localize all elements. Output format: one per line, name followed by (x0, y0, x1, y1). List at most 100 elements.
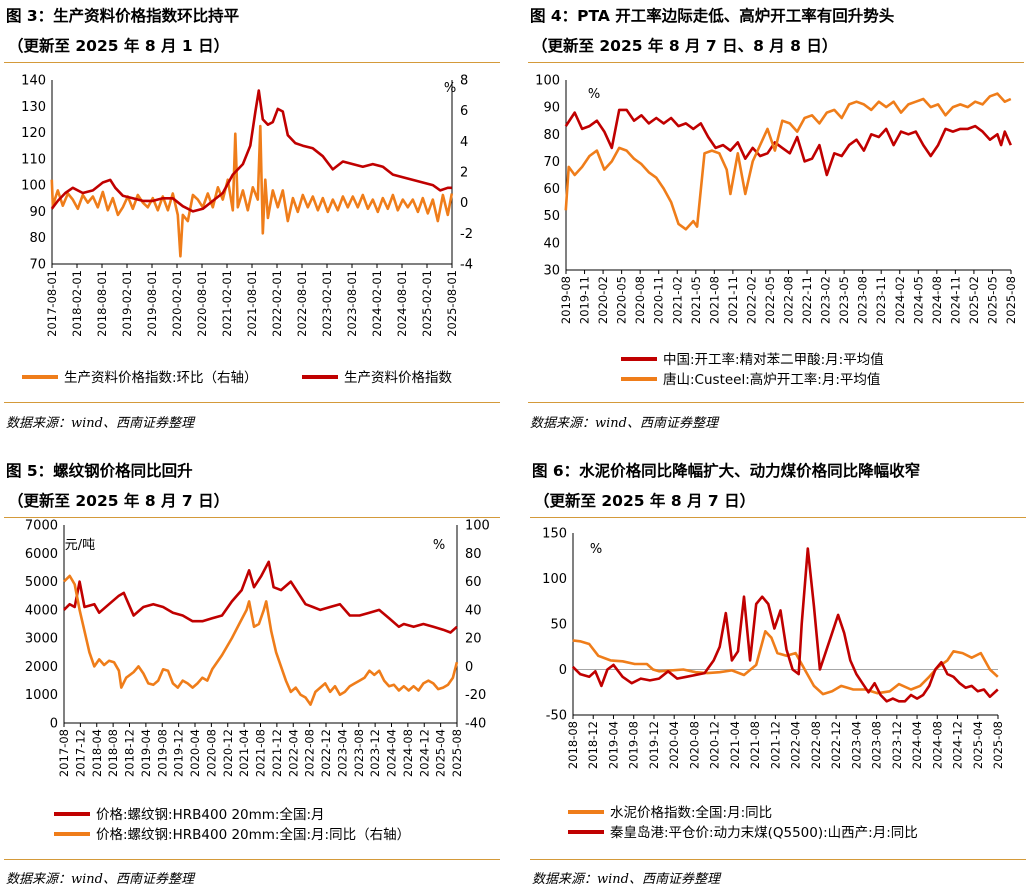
x-tick-label: 2020-08 (687, 721, 701, 769)
x-tick-label: 2019-04 (139, 729, 153, 777)
x-tick-label: 2022-08 (303, 729, 317, 777)
y-tick-label: 50 (550, 618, 567, 633)
x-tick-label: 2019-04 (606, 721, 620, 769)
x-tick-label: 2022-04 (286, 729, 300, 777)
x-tick-label: 2024-11 (948, 276, 962, 324)
x-tick-label: 2025-04 (971, 721, 985, 769)
y2-tick-label: 60 (465, 575, 482, 590)
x-tick-label: 2021-02-01 (220, 270, 234, 337)
chart-panel-4: 图 6：水泥价格同比降幅扩大、动力煤价格同比降幅收窄 （更新至 2025 年 8… (528, 455, 1028, 895)
chart-title: 图 3：生产资料价格指数环比持平 (6, 7, 240, 25)
x-tick-label: 2019-08-01 (145, 270, 159, 337)
y-tick-label: 7000 (25, 519, 58, 534)
source-note: 数据来源：wind、西南证券整理 (530, 416, 718, 431)
y-tick-label: 70 (29, 258, 46, 273)
chart-title: 图 5：螺纹钢价格同比回升 (6, 462, 193, 480)
y-tick-label: 1000 (25, 688, 58, 703)
x-tick-label: 2020-04 (667, 721, 681, 769)
chart-subtitle: （更新至 2025 年 8 月 7 日） (8, 492, 230, 510)
chart-plot: 140 130 120 110 100 90 80 70 8 6 4 2 0 -2 -4% 2017-08-0… (21, 74, 473, 387)
legend-label: 价格:螺纹钢:HRB400 20mm:全国:月:同比（右轴） (96, 826, 410, 843)
y-tick-label: -50 (546, 709, 567, 724)
y-tick-label: 130 (21, 100, 46, 115)
x-tick-label: 2020-12 (708, 721, 722, 769)
x-tick-label: 2023-05 (837, 276, 851, 324)
y-tick-label: 120 (21, 126, 46, 141)
y-tick-label: 50 (543, 209, 560, 224)
legend-label: 价格:螺纹钢:HRB400 20mm:全国:月 (96, 806, 325, 823)
x-tick-label: 2025-08-01 (445, 270, 459, 337)
divider-bottom (528, 402, 1024, 403)
x-tick-label: 2019-08 (155, 729, 169, 777)
y2-tick-label: -20 (465, 688, 486, 703)
x-tick-label: 2022-08 (782, 276, 796, 324)
x-tick-label: 2019-08 (627, 721, 641, 769)
x-tick-label: 2017-08 (57, 729, 71, 777)
chart-title: 图 6：水泥价格同比降幅扩大、动力煤价格同比降幅收窄 (532, 462, 921, 480)
legend-label: 秦皇岛港:平仓价:动力末煤(Q5500):山西产:月:同比 (610, 825, 918, 841)
x-tick-label: 2023-08 (870, 721, 884, 769)
x-tick-label: 2020-11 (652, 276, 666, 324)
y-tick-label: 140 (21, 74, 46, 89)
source-note: 数据来源：wind、西南证券整理 (6, 416, 194, 431)
x-tick-label: 2020-08 (204, 729, 218, 777)
x-tick-label: 2024-02-01 (370, 270, 384, 337)
divider-bottom (4, 859, 500, 860)
y2-tick-label: 0 (460, 196, 468, 211)
x-tick-label: 2020-02-01 (170, 270, 184, 337)
x-tick-label: 2024-08 (401, 729, 415, 777)
y-tick-label: 60 (543, 182, 560, 197)
x-tick-label: 2025-08 (1004, 276, 1018, 324)
y2-unit-label: % (433, 538, 445, 553)
x-tick-label: 2021-08-01 (245, 270, 259, 337)
y-tick-label: 5000 (25, 575, 58, 590)
x-tick-label: 2023-02 (819, 276, 833, 324)
y2-tick-label: 4 (460, 135, 468, 150)
y-tick-label: 40 (543, 236, 560, 251)
x-tick-label: 2024-04 (910, 721, 924, 769)
legend-label: 水泥价格指数:全国:月:同比 (610, 804, 772, 821)
x-tick-label: 2025-02 (967, 276, 981, 324)
chart-panel-1: 图 3：生产资料价格指数环比持平 （更新至 2025 年 8 月 1 日） 14… (2, 0, 502, 440)
x-tick-label: 2023-11 (874, 276, 888, 324)
series-line-2 (50, 89, 452, 213)
x-tick-label: 2023-12 (368, 729, 382, 777)
x-tick-label: 2018-04 (90, 729, 104, 777)
divider-bottom (530, 859, 1026, 860)
y-tick-label: 90 (543, 101, 560, 116)
source-note: 数据来源：wind、西南证券整理 (532, 872, 720, 887)
x-tick-label: 2023-04 (849, 721, 863, 769)
legend-label: 生产资料价格指数 (344, 370, 452, 386)
series-line-2 (571, 547, 999, 703)
y2-tick-label: -4 (460, 258, 473, 273)
x-tick-label: 2021-12 (768, 721, 782, 769)
y-tick-label: 100 (542, 572, 567, 587)
legend-label: 中国:开工率:精对苯二甲酸:月:平均值 (663, 351, 884, 368)
x-tick-label: 2024-12 (951, 721, 965, 769)
y-unit-label: % (588, 87, 600, 102)
x-tick-label: 2023-12 (890, 721, 904, 769)
chart-title: 图 4：PTA 开工率边际走低、高炉开工率有回升势头 (530, 7, 895, 25)
y2-unit-label: % (444, 81, 456, 96)
y-tick-label: 3000 (25, 632, 58, 647)
y-tick-label: 2000 (25, 660, 58, 675)
x-tick-label: 2022-05 (763, 276, 777, 324)
x-tick-label: 2017-12 (73, 729, 87, 777)
series-line-1 (50, 124, 454, 258)
x-tick-label: 2024-08-01 (395, 270, 409, 337)
y-tick-label: 150 (542, 527, 567, 542)
y2-tick-label: -40 (465, 717, 486, 732)
series-line-1 (62, 560, 458, 634)
y2-tick-label: 8 (460, 74, 468, 89)
x-tick-label: 2022-02 (744, 276, 758, 324)
y2-tick-label: 40 (465, 603, 482, 618)
chart-panel-3: 图 5：螺纹钢价格同比回升 （更新至 2025 年 8 月 7 日） 7000 6… (2, 455, 502, 895)
chart-plot: 150 100 50 0 -50% 2018-08 2018-12 2019-04 2019-0… (542, 527, 1005, 842)
x-tick-label: 2021-11 (726, 276, 740, 324)
x-tick-label: 2018-08 (106, 729, 120, 777)
x-tick-label: 2022-08-01 (295, 270, 309, 337)
x-tick-label: 2020-04 (188, 729, 202, 777)
x-tick-label: 2020-05 (615, 276, 629, 324)
y-tick-label: 110 (21, 152, 46, 167)
y2-tick-label: -2 (460, 227, 473, 242)
